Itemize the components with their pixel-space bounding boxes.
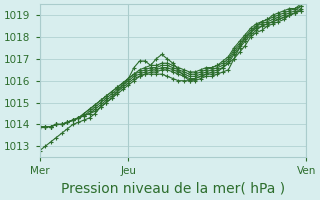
- X-axis label: Pression niveau de la mer( hPa ): Pression niveau de la mer( hPa ): [61, 182, 285, 196]
